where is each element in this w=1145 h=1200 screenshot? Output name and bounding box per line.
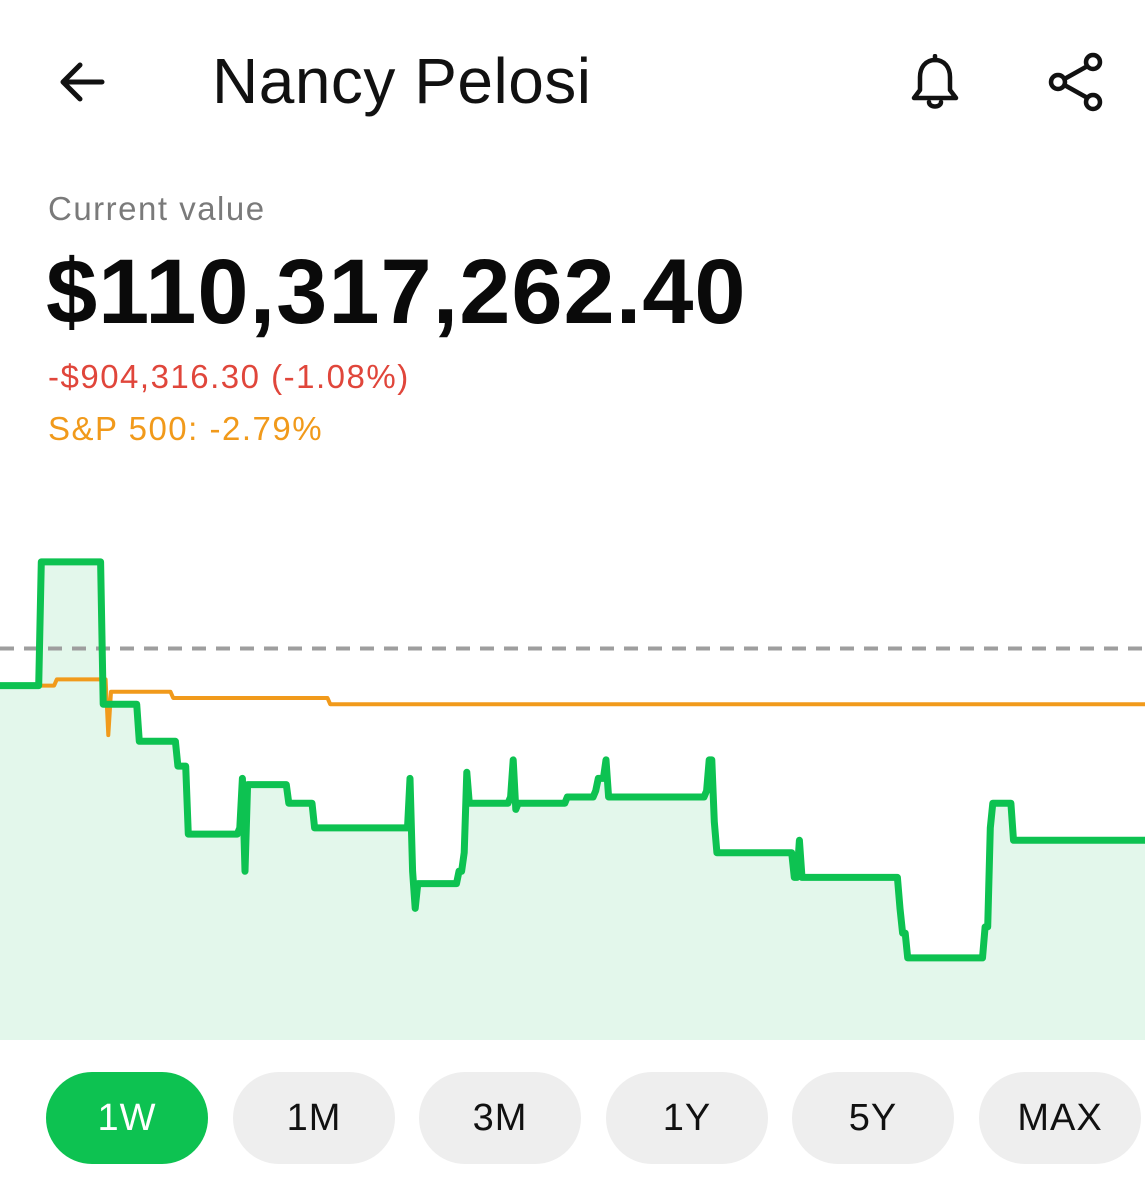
alerts-button[interactable]	[900, 48, 970, 118]
arrow-left-icon	[60, 62, 105, 102]
portfolio-chart[interactable]	[0, 480, 1145, 1040]
page-title: Nancy Pelosi	[212, 45, 592, 117]
portfolio-line	[0, 558, 1145, 962]
app-header: Nancy Pelosi	[0, 0, 1145, 165]
range-1y-button[interactable]: 1Y	[606, 1072, 768, 1164]
sp500-line	[0, 677, 1145, 738]
portfolio-area	[0, 561, 1145, 1040]
range-5y-button[interactable]: 5Y	[792, 1072, 954, 1164]
value-change: -$904,316.30 (-1.08%)	[48, 358, 410, 395]
time-range-selector: 1W 1M 3M 1Y 5Y MAX	[46, 1072, 1145, 1166]
share-icon	[1048, 52, 1103, 112]
back-button[interactable]	[48, 48, 116, 116]
range-3m-button[interactable]: 3M	[419, 1072, 581, 1164]
current-value-label: Current value	[48, 190, 266, 227]
range-1m-button[interactable]: 1M	[233, 1072, 395, 1164]
benchmark-change: S&P 500: -2.79%	[48, 410, 324, 447]
range-max-button[interactable]: MAX	[979, 1072, 1141, 1164]
current-value: $110,317,262.40	[46, 241, 747, 343]
bell-icon	[911, 54, 959, 109]
share-button[interactable]	[1040, 46, 1112, 118]
range-1w-button[interactable]: 1W	[46, 1072, 208, 1164]
